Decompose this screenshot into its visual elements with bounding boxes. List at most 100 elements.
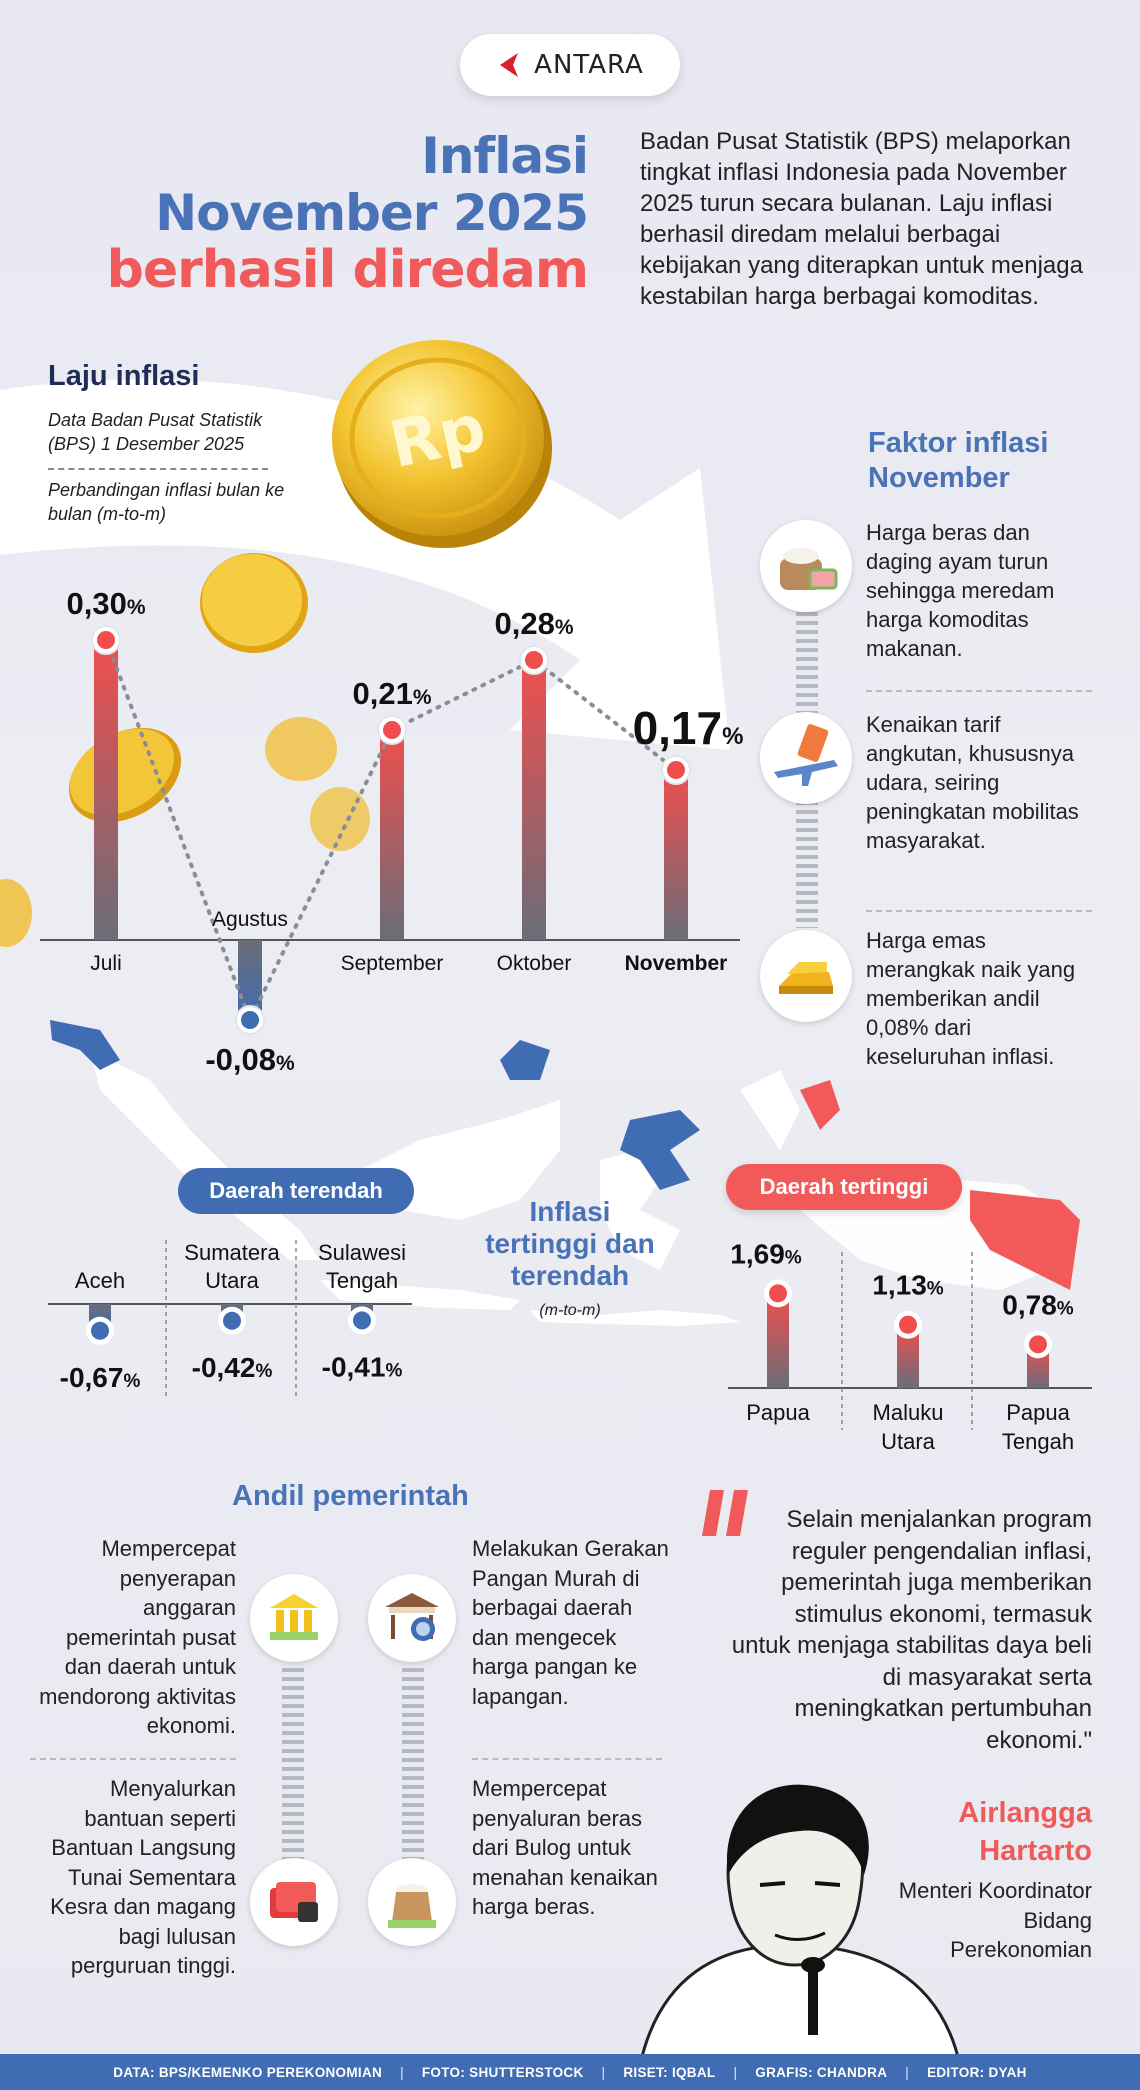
- low-name-2: Tengah: [326, 1268, 398, 1293]
- factor-1-text: Harga beras dan daging ayam turun sehing…: [866, 520, 1055, 661]
- high-point-dot: [899, 1315, 917, 1334]
- coin-icon: [200, 553, 308, 653]
- category-label-juli: Juli: [90, 952, 122, 975]
- speaker-portrait: [638, 1784, 962, 2065]
- low-value-2: -0,41%: [322, 1351, 403, 1382]
- andil-title: Andil pemerintah: [232, 1480, 469, 1512]
- papua-region: [970, 1190, 1080, 1290]
- andil-divider: [30, 1758, 236, 1760]
- andil-ladder-right: [402, 1668, 424, 1868]
- credit-divider: |: [905, 2064, 910, 2080]
- title-line-2: November 2025: [155, 183, 589, 242]
- bar-oktober: [522, 660, 546, 940]
- credits-footer: DATA: BPS/KEMENKO PEREKONOMIAN | FOTO: S…: [0, 2054, 1140, 2090]
- point-dot: [97, 631, 115, 649]
- region-inflation-chart: -0,67% Aceh -0,42% Sumatera Utara -0,41% Sulaw…: [48, 1238, 1092, 1454]
- cash-money-icon: [250, 1858, 338, 1946]
- rice-meat-icon: [760, 520, 852, 612]
- page-title: Inflasi November 2025 berhasil diredam: [106, 127, 589, 300]
- low-point-dot: [91, 1321, 109, 1340]
- speaker-name: Airlangga Hartarto: [958, 1794, 1092, 1870]
- high-value-0: 1,69%: [730, 1238, 802, 1269]
- high-bar-1: [897, 1324, 919, 1388]
- speaker-name-line-1: Airlangga: [958, 1797, 1092, 1829]
- bar-juli: [94, 640, 118, 940]
- laju-source: Data Badan Pusat Statistik (BPS) 1 Desem…: [48, 410, 263, 454]
- category-label-november: November: [625, 952, 728, 975]
- low-name-1: Utara: [205, 1268, 260, 1293]
- high-point-dot: [1029, 1335, 1047, 1354]
- value-label-oktober: 0,28%: [494, 606, 573, 641]
- low-name-0: Aceh: [75, 1268, 125, 1293]
- value-label-agustus: -0,08%: [205, 1042, 295, 1077]
- andil-4-text: Mempercepat penyaluran beras dari Bulog …: [472, 1776, 658, 1919]
- andil-divider: [472, 1758, 662, 1760]
- credit-divider: |: [601, 2064, 606, 2080]
- point-dot: [383, 721, 401, 739]
- lowest-region-badge: Daerah terendah: [178, 1168, 414, 1214]
- antara-logo: ANTARA: [460, 34, 680, 96]
- andil-3-text: Menyalurkan bantuan seperti Bantuan Lang…: [50, 1776, 236, 1978]
- low-point-dot: [223, 1311, 241, 1330]
- rupiah-coin-icon: Rp: [332, 340, 552, 548]
- credit-divider: |: [400, 2064, 404, 2080]
- category-label-oktober: Oktober: [497, 952, 572, 975]
- market-stall-icon: [368, 1574, 456, 1662]
- laju-note: Perbandingan inflasi bulan ke bulan (m-t…: [48, 480, 285, 524]
- andil-ladder-left: [282, 1668, 304, 1868]
- high-name-1: Utara: [881, 1429, 936, 1454]
- quote-mark-icon: [702, 1490, 748, 1536]
- andil-1-text: Mempercepat penyerapan anggaran pemerint…: [39, 1536, 236, 1738]
- trend-arrow-shape: [0, 379, 730, 750]
- airplane-ticket-icon: [760, 712, 852, 804]
- low-name-1: Sumatera: [184, 1240, 280, 1265]
- gold-bar-icon: [760, 930, 852, 1022]
- bank-building-icon: [250, 1574, 338, 1662]
- title-line-1: Inflasi: [421, 127, 589, 185]
- aceh-region: [50, 1020, 120, 1070]
- low-value-1: -0,42%: [192, 1352, 273, 1383]
- credit-data: DATA: BPS/KEMENKO PEREKONOMIAN: [113, 2064, 383, 2080]
- factors-title: Faktor inflasi November: [868, 427, 1049, 494]
- coin-icon: [0, 879, 32, 947]
- intro-paragraph: Badan Pusat Statistik (BPS) melaporkan t…: [640, 128, 1083, 310]
- high-point-dot: [769, 1284, 787, 1303]
- credit-riset: RISET: IQBAL: [623, 2064, 716, 2080]
- inflation-chart: 0,30% Juli -0,08% Agustus 0,21% September 0,28…: [40, 586, 743, 1077]
- point-dot: [667, 761, 685, 779]
- coin-icon: [265, 717, 337, 781]
- high-value-1: 1,13%: [872, 1270, 944, 1301]
- low-name-2: Sulawesi: [318, 1240, 406, 1265]
- value-label-juli: 0,30%: [66, 586, 145, 621]
- title-line-3: berhasil diredam: [106, 240, 589, 300]
- laju-title: Laju inflasi: [48, 360, 200, 392]
- low-value-0: -0,67%: [60, 1362, 141, 1393]
- low-point-dot: [353, 1311, 371, 1330]
- category-label-september: September: [341, 952, 444, 975]
- highest-region-badge: Daerah tertinggi: [726, 1164, 962, 1210]
- point-dot: [241, 1011, 259, 1029]
- factor-3-text: Harga emas merangkak naik yang memberika…: [866, 928, 1076, 1069]
- speaker-role: Menteri Koordinator Bidang Perekonomian: [898, 1878, 1092, 1962]
- sulawesi-region: [620, 1110, 700, 1190]
- quote-text: Selain menjalankan program reguler penge…: [731, 1506, 1092, 1754]
- high-value-2: 0,78%: [1002, 1289, 1074, 1320]
- high-name-0: Papua: [746, 1400, 810, 1425]
- logo-text: ANTARA: [534, 50, 644, 80]
- andil-2-text: Melakukan Gerakan Pangan Murah di berbag…: [472, 1536, 669, 1709]
- bar-november: [664, 770, 688, 940]
- credit-foto: FOTO: SHUTTERSTOCK: [421, 2064, 584, 2080]
- maluku-utara-region: [800, 1080, 840, 1130]
- credit-editor: EDITOR: DYAH: [927, 2064, 1027, 2080]
- kalimantan-region-highlight: [500, 1040, 550, 1080]
- factor-divider: [866, 690, 1092, 692]
- high-name-1: Maluku: [873, 1400, 944, 1425]
- factor-divider: [866, 910, 1092, 912]
- coin-icon: [310, 787, 370, 851]
- high-name-2: Tengah: [1002, 1429, 1074, 1454]
- speaker-name-line-2: Hartarto: [979, 1835, 1092, 1867]
- rice-sack-icon: [368, 1858, 456, 1946]
- factor-2-text: Kenaikan tarif angkutan, khususnya udara…: [866, 712, 1079, 853]
- credit-grafis: GRAFIS: CHANDRA: [755, 2064, 888, 2080]
- high-bar-0: [767, 1293, 789, 1388]
